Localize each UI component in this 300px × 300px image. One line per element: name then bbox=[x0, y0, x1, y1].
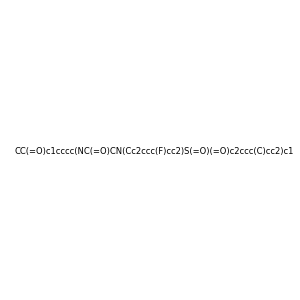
Text: CC(=O)c1cccc(NC(=O)CN(Cc2ccc(F)cc2)S(=O)(=O)c2ccc(C)cc2)c1: CC(=O)c1cccc(NC(=O)CN(Cc2ccc(F)cc2)S(=O)… bbox=[14, 147, 293, 156]
